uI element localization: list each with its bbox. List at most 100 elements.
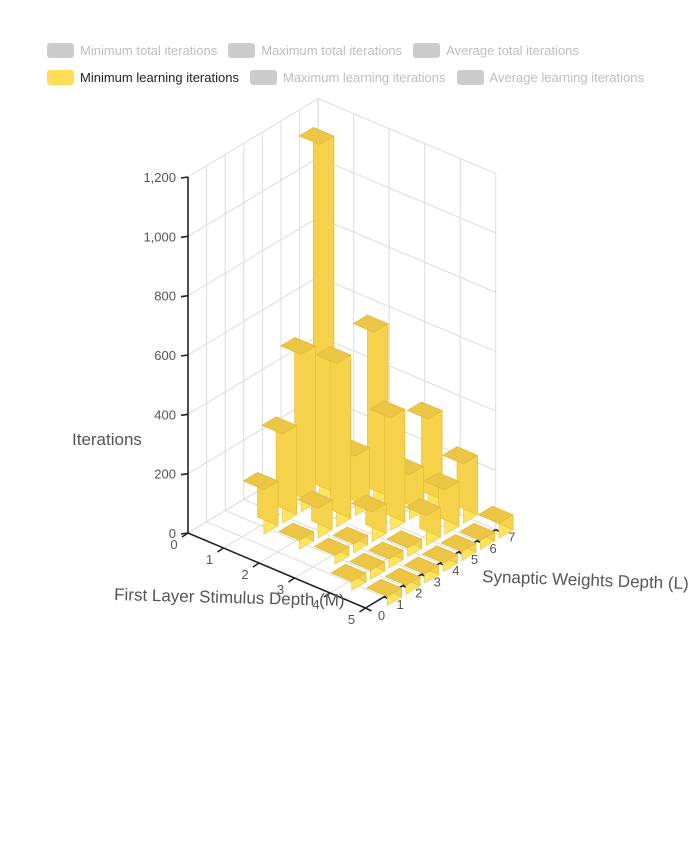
- bar-top-face: [330, 563, 367, 582]
- m-tick-mark: [323, 592, 331, 598]
- m-tick-label: 3: [277, 582, 284, 597]
- bar-top-face: [367, 541, 404, 560]
- l-tick-label: 5: [471, 552, 478, 567]
- legend-label: Average total iterations: [446, 43, 579, 58]
- bar-top-face: [296, 490, 333, 509]
- bar-top-face: [298, 127, 335, 145]
- legend-item-maximum-learning[interactable]: Maximum learning iterations: [249, 70, 446, 85]
- bar-m4-l5[interactable]: [404, 498, 442, 547]
- l-tick-label: 4: [452, 563, 459, 578]
- bar-m5-l3[interactable]: [403, 556, 440, 584]
- bar-m4-l1[interactable]: [330, 563, 367, 591]
- bar-m3-l3[interactable]: [332, 526, 369, 554]
- z-tick-mark: [180, 176, 189, 179]
- bar-top-face: [386, 530, 423, 549]
- back-wall-gridline: [187, 98, 319, 178]
- bar-top-face: [349, 552, 386, 571]
- z-tick-mark: [180, 472, 189, 476]
- legend-label: Minimum total iterations: [80, 43, 218, 58]
- legend-label: Minimum learning iterations: [80, 70, 239, 85]
- legend-swatch: [47, 70, 74, 85]
- bar-m4-l7[interactable]: [442, 446, 479, 524]
- bar-m4-l6[interactable]: [423, 472, 460, 535]
- bar-side-face: [383, 400, 406, 523]
- z-tick-label: 1,000: [143, 229, 176, 244]
- bar-m5-l2[interactable]: [384, 567, 421, 595]
- bars: [242, 126, 514, 606]
- m-tick-label: 2: [241, 567, 248, 582]
- z-tick-mark: [180, 413, 189, 417]
- z-tick-mark: [180, 354, 189, 357]
- z-tick-label: 0: [169, 526, 176, 541]
- z-tick-mark: [180, 235, 189, 239]
- z-tick-label: 800: [154, 289, 176, 304]
- l-tick-label: 0: [378, 608, 385, 623]
- bar-m1-l2[interactable]: [242, 472, 279, 535]
- z-tick-label: 200: [154, 467, 176, 482]
- l-tick-mark: [365, 607, 372, 612]
- legend-label: Maximum learning iterations: [282, 70, 446, 85]
- bar-m3-l4[interactable]: [350, 494, 387, 543]
- m-tick-mark: [181, 532, 189, 538]
- m-tick-label: 4: [312, 597, 319, 612]
- bar-m4-l3[interactable]: [367, 541, 404, 569]
- m-tick-label: 5: [348, 612, 355, 627]
- m-tick-label: 1: [206, 552, 213, 567]
- z-tick-mark: [180, 294, 189, 298]
- bar-top-face: [423, 472, 460, 491]
- bar-top-face: [442, 446, 479, 465]
- bar-top-face: [366, 578, 403, 597]
- m-tick-mark: [217, 547, 224, 553]
- bar-m5-l7[interactable]: [477, 505, 514, 539]
- bar-top-face: [313, 537, 350, 556]
- m-tick-mark: [359, 607, 366, 613]
- bar-top-face: [242, 472, 279, 491]
- bar-m4-l4[interactable]: [386, 530, 423, 558]
- bar-m3-l5[interactable]: [369, 400, 406, 532]
- bar-top-face: [403, 556, 440, 575]
- bar-m5-l1[interactable]: [366, 578, 403, 606]
- legend-swatch: [456, 70, 484, 85]
- bar-top-face: [369, 400, 406, 419]
- z-tick-label: 400: [154, 407, 176, 422]
- z-tick-label: 1,200: [143, 170, 176, 185]
- legend-row-total: Minimum total iterations Maximum total i…: [47, 43, 590, 58]
- z-axis-title: Iterations: [72, 430, 142, 449]
- side-wall-gridline: [318, 276, 496, 353]
- m-axis-title: First Layer Stimulus Depth (M): [114, 585, 345, 610]
- legend-item-minimum-learning[interactable]: Minimum learning iterations: [47, 70, 239, 85]
- bar-m4-l2[interactable]: [349, 552, 386, 580]
- bar-top-face: [440, 534, 477, 553]
- bar-m5-l6[interactable]: [459, 522, 496, 550]
- l-axis-title: Synaptic Weights Depth (L): [482, 567, 689, 593]
- bar-m5-l5[interactable]: [440, 534, 477, 562]
- l-tick-label: 2: [415, 586, 422, 601]
- bar-m1-l3[interactable]: [261, 416, 298, 524]
- legend-item-maximum-total[interactable]: Maximum total iterations: [228, 43, 402, 58]
- bar-top-face: [352, 314, 389, 333]
- m-tick-mark: [252, 562, 260, 568]
- bar-top-face: [315, 346, 352, 364]
- legend-row-learning: Minimum learning iterations Maximum lear…: [47, 70, 655, 85]
- legend-item-minimum-total[interactable]: Minimum total iterations: [47, 43, 217, 58]
- side-wall-gridline: [318, 157, 496, 234]
- back-wall-gridline: [187, 216, 319, 297]
- l-tick-label: 6: [489, 541, 496, 556]
- legend-item-average-total[interactable]: Average total iterations: [413, 43, 579, 58]
- bar-side-face: [294, 336, 316, 504]
- bar-top-face: [332, 526, 369, 545]
- z-tick-label: 600: [154, 348, 176, 363]
- bar-m5-l4[interactable]: [421, 545, 458, 573]
- bar-m3-l2[interactable]: [313, 537, 350, 565]
- bar-top-face: [404, 498, 442, 517]
- legend-swatch: [249, 70, 277, 85]
- bar-top-face: [261, 416, 298, 435]
- legend-swatch: [47, 43, 74, 58]
- bar-m1-l4[interactable]: [279, 336, 316, 513]
- bar-m2-l2[interactable]: [278, 522, 315, 550]
- bar-m1-l5[interactable]: [298, 126, 335, 502]
- legend-item-average-learning[interactable]: Average learning iterations: [456, 70, 644, 85]
- bar-m2-l3[interactable]: [296, 490, 333, 539]
- bar-m2-l4[interactable]: [315, 345, 352, 528]
